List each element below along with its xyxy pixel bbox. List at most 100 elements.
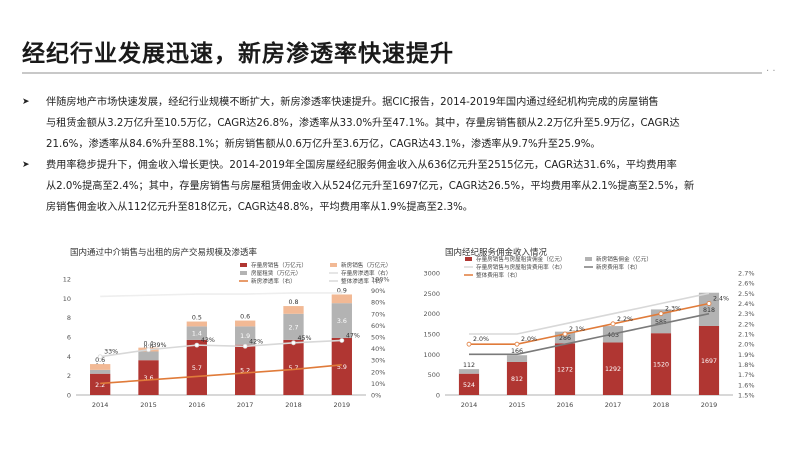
line-point bbox=[146, 347, 151, 353]
y2-tick-label: 100% bbox=[371, 276, 390, 284]
y2-tick-label: 40% bbox=[371, 345, 385, 353]
line-data-label: 47% bbox=[346, 332, 360, 339]
bar-segment bbox=[698, 325, 720, 395]
bullet-item: ➤ 伴随房地产市场快速发展，经纪行业规模不断扩大，新房渗透率快速提升。据CIC报… bbox=[22, 92, 767, 113]
title-divider bbox=[22, 72, 762, 74]
y2-tick-label: 70% bbox=[371, 310, 385, 318]
line-data-label: 2.2% bbox=[617, 316, 633, 323]
line-point bbox=[242, 343, 248, 349]
y2-tick-label: 60% bbox=[371, 322, 385, 330]
bar-data-label: 1272 bbox=[557, 367, 573, 374]
bar-segment bbox=[458, 369, 480, 374]
y2-tick-label: 2.3% bbox=[738, 310, 755, 318]
y-tick-label: 10 bbox=[63, 295, 71, 303]
bar-segment bbox=[283, 313, 304, 340]
y-tick-label: 4 bbox=[67, 353, 71, 361]
y2-tick-label: 30% bbox=[371, 357, 385, 365]
y-tick-label: 6 bbox=[67, 334, 71, 342]
y-tick-label: 0 bbox=[67, 392, 71, 400]
bar-data-label: 1.9 bbox=[240, 333, 250, 340]
bar-segment bbox=[235, 344, 256, 395]
chart-commission-income: 国内经纪服务佣金收入情况 0 500 1000 1500 2000 2500 3000 1.5%… bbox=[405, 243, 775, 413]
line-point bbox=[514, 341, 520, 347]
y2-tick-label: 2.7% bbox=[738, 270, 755, 278]
legend-swatch bbox=[240, 271, 247, 275]
divider-dots: · · bbox=[766, 66, 776, 77]
y2-tick-label: 2.6% bbox=[738, 280, 755, 288]
bar-data-label: 0.8 bbox=[288, 299, 298, 306]
series-line bbox=[100, 364, 342, 385]
bullet-text-line: 伴随房地产市场快速发展，经纪行业规模不断扩大，新房渗透率快速提升。据CIC报告，… bbox=[46, 97, 659, 108]
arrow-bullet-icon: ➤ bbox=[22, 160, 30, 170]
bar-segment bbox=[554, 343, 576, 395]
line-point bbox=[466, 341, 472, 347]
arrow-bullet-icon: ➤ bbox=[22, 97, 30, 107]
chart-title: 国内经纪服务佣金收入情况 bbox=[445, 247, 548, 258]
bar-segment bbox=[602, 342, 624, 395]
y-tick-label: 8 bbox=[67, 314, 71, 322]
bullet-text-line: 费用率稳步提升下，佣金收入增长更快。2014-2019年全国房屋经纪服务佣金收入… bbox=[46, 160, 677, 171]
bar-segment bbox=[283, 339, 304, 395]
line-point bbox=[658, 311, 664, 317]
bar-data-label: 286 bbox=[559, 335, 571, 342]
line-point bbox=[610, 321, 616, 327]
bar-data-label: 166 bbox=[511, 348, 523, 355]
line-data-label: 2.1% bbox=[569, 326, 585, 333]
series-line bbox=[469, 312, 710, 356]
line-data-label: 45% bbox=[298, 335, 312, 342]
x-tick-label: 2015 bbox=[140, 401, 157, 409]
y2-tick-label: 1.5% bbox=[738, 392, 755, 400]
bar-data-label: 3.6 bbox=[337, 318, 347, 325]
y-tick-label: 1500 bbox=[423, 331, 440, 339]
y-tick-label: 0 bbox=[436, 392, 440, 400]
bar-segment bbox=[554, 331, 576, 344]
bar-segment bbox=[331, 303, 352, 338]
bar-data-label: 585 bbox=[655, 319, 667, 326]
bar-data-label: 818 bbox=[703, 307, 715, 314]
y2-tick-label: 2.5% bbox=[738, 290, 755, 298]
bullet-item: ➤ 费用率稳步提升下，佣金收入增长更快。2014-2019年全国房屋经纪服务佣金… bbox=[22, 155, 767, 218]
bar-data-label: 2.7 bbox=[288, 324, 298, 331]
y-tick-label: 2000 bbox=[423, 310, 440, 318]
y-tick-label: 2500 bbox=[423, 290, 440, 298]
chart-transaction-volume: 国内通过中介销售与出租的房产交易规模及渗透率 0 2 4 6 8 10 12 0% 10% 20% 3… bbox=[40, 243, 400, 413]
bullet-list: ➤ 伴随房地产市场快速发展，经纪行业规模不断扩大，新房渗透率快速提升。据CIC报… bbox=[22, 92, 767, 218]
legend-label: 新房销售佣金（亿元） bbox=[596, 255, 652, 263]
bullet-text-line: 与租赁金额从3.2万亿升至10.5万亿，CAGR达26.8%，渗透率从33.0%… bbox=[46, 118, 680, 129]
bullet-continuation: 与租赁金额从3.2万亿升至10.5万亿，CAGR达26.8%，渗透率从33.0%… bbox=[22, 113, 767, 155]
y2-tick-label: 90% bbox=[371, 287, 385, 295]
series-line bbox=[100, 292, 342, 298]
legend-label: 新房费用率（右） bbox=[596, 263, 641, 271]
legend-swatch bbox=[330, 263, 337, 267]
y2-tick-label: 2.4% bbox=[738, 300, 755, 308]
bar-data-label: 812 bbox=[511, 376, 523, 383]
bar-data-label: 403 bbox=[607, 332, 619, 339]
legend-label: 存量房销售（万亿元） bbox=[251, 261, 307, 269]
line-data-label: 2.3% bbox=[665, 306, 681, 313]
chart-title: 国内通过中介销售与出租的房产交易规模及渗透率 bbox=[70, 247, 258, 258]
bar-segment bbox=[138, 360, 159, 395]
legend-swatch bbox=[585, 257, 592, 261]
bar-segment bbox=[138, 351, 159, 361]
x-tick-label: 2019 bbox=[334, 401, 351, 409]
bar-segment bbox=[235, 320, 256, 327]
y-tick-label: 3000 bbox=[423, 270, 440, 278]
bar-data-label: 5.9 bbox=[337, 364, 347, 371]
series-line bbox=[469, 302, 710, 345]
y2-tick-label: 1.7% bbox=[738, 371, 755, 379]
line-point bbox=[291, 340, 296, 346]
x-tick-label: 2014 bbox=[92, 401, 109, 409]
bar-segment bbox=[698, 292, 720, 326]
bar-data-label: 1.4 bbox=[192, 331, 202, 338]
bar-segment bbox=[90, 364, 111, 370]
legend-label: 新房渗透率（右） bbox=[251, 277, 296, 285]
x-tick-label: 2017 bbox=[237, 401, 254, 409]
bar-data-label: 0.9 bbox=[337, 287, 347, 294]
legend-label: 存量房销售与房屋租赁费用率（右） bbox=[476, 263, 566, 271]
series-line bbox=[100, 339, 342, 358]
y-tick-label: 12 bbox=[63, 276, 71, 284]
bullet-text-line: 房销售佣金收入从112亿元升至818亿元，CAGR达48.8%，平均费用率从1.… bbox=[46, 202, 473, 213]
y2-tick-label: 2.0% bbox=[738, 341, 755, 349]
bar-data-label: 0.6 bbox=[240, 314, 250, 321]
line-data-label: 39% bbox=[153, 342, 167, 349]
